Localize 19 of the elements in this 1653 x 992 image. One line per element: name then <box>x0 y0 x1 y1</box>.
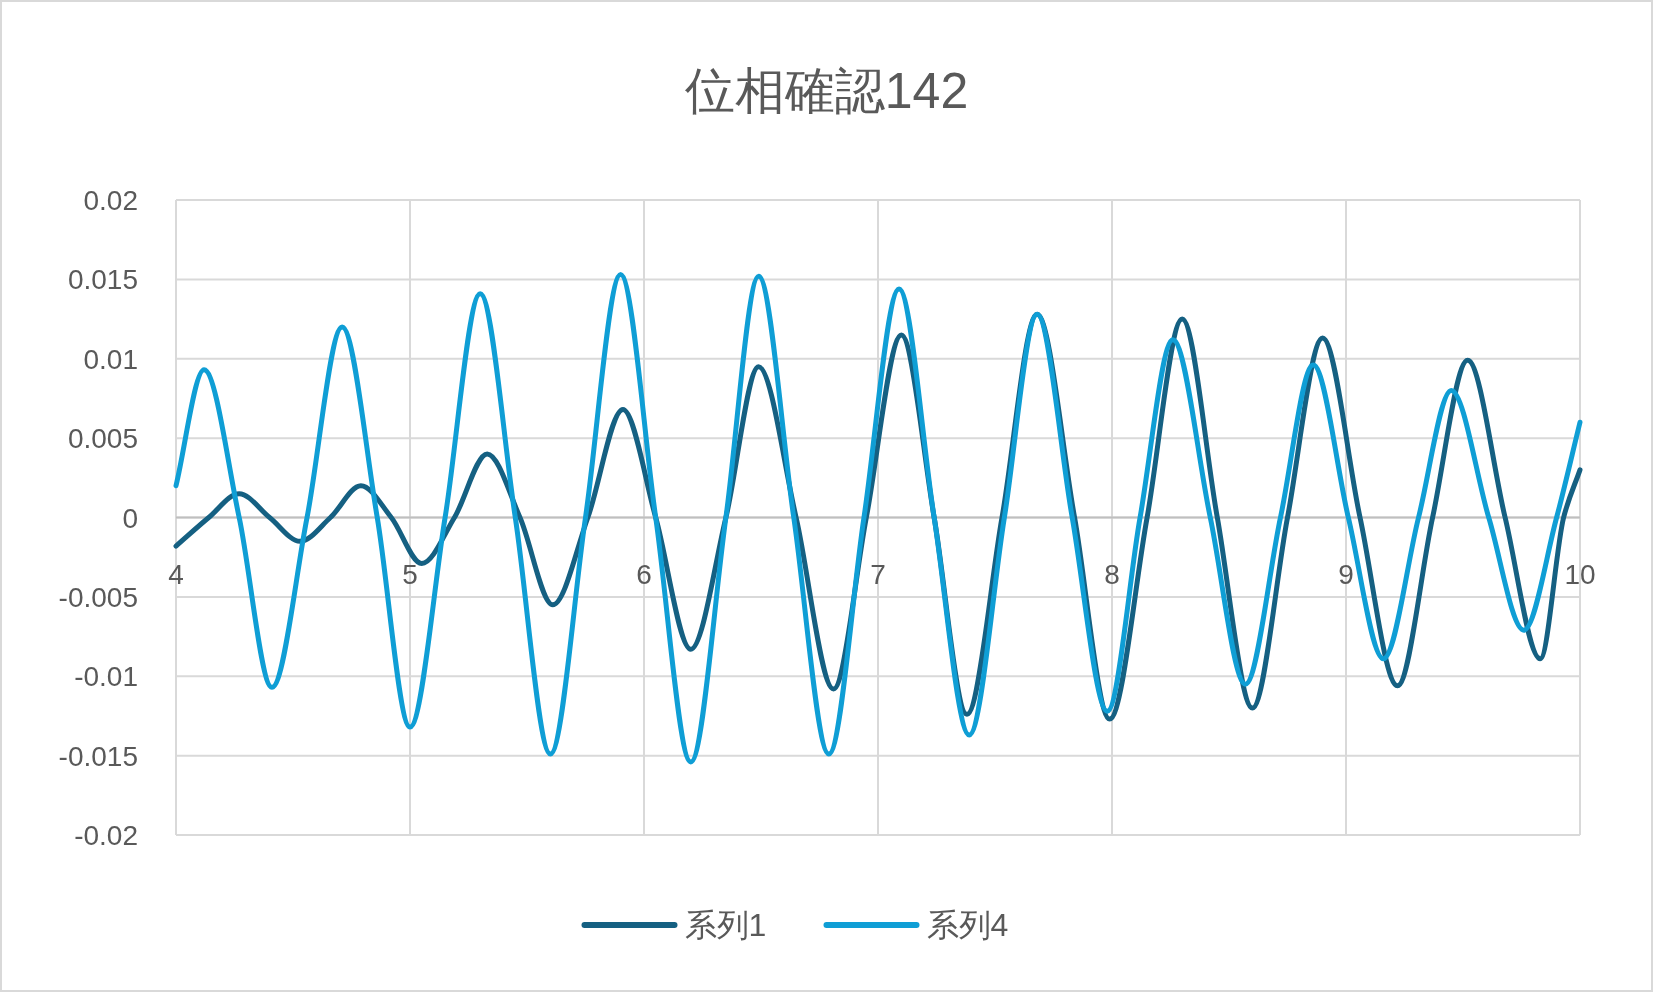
x-tick-label: 8 <box>1104 558 1120 590</box>
legend-label: 系列1 <box>684 907 767 943</box>
y-tick-label: 0 <box>122 502 138 534</box>
x-tick-label: 7 <box>870 558 886 590</box>
y-tick-label: 0.01 <box>83 343 138 375</box>
y-tick-label: 0.02 <box>83 185 138 216</box>
y-tick-label: 0.015 <box>67 264 138 296</box>
y-tick-label: 0.005 <box>67 423 138 455</box>
x-tick-label: 10 <box>1564 558 1596 590</box>
y-tick-label: -0.02 <box>74 820 138 851</box>
x-tick-label: 4 <box>168 558 184 590</box>
x-tick-label: 9 <box>1338 558 1354 590</box>
legend-label: 系列4 <box>926 907 1009 943</box>
y-tick-label: -0.005 <box>58 581 138 613</box>
x-tick-label: 5 <box>402 558 418 590</box>
chart-title: 位相確認142 <box>684 63 969 119</box>
y-tick-label: -0.015 <box>58 740 138 772</box>
y-tick-label: -0.01 <box>74 661 138 693</box>
x-tick-label: 6 <box>636 558 652 590</box>
